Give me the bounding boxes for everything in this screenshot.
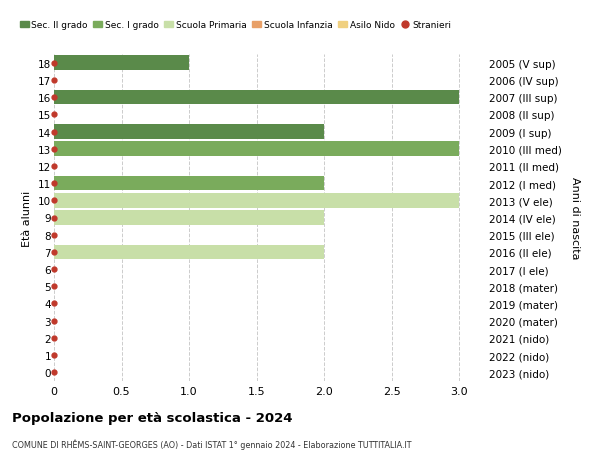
Bar — [54, 245, 324, 260]
Y-axis label: Età alunni: Età alunni — [22, 190, 32, 246]
Y-axis label: Anni di nascita: Anni di nascita — [570, 177, 580, 259]
Bar — [54, 142, 459, 157]
Bar — [54, 194, 459, 208]
Bar — [54, 211, 324, 225]
Bar — [54, 125, 324, 140]
Bar — [54, 91, 459, 105]
Bar — [54, 56, 189, 71]
Legend: Sec. II grado, Sec. I grado, Scuola Primaria, Scuola Infanzia, Asilo Nido, Stran: Sec. II grado, Sec. I grado, Scuola Prim… — [16, 17, 455, 34]
Text: COMUNE DI RHÊMS-SAINT-GEORGES (AO) - Dati ISTAT 1° gennaio 2024 - Elaborazione T: COMUNE DI RHÊMS-SAINT-GEORGES (AO) - Dat… — [12, 438, 412, 449]
Bar — [54, 176, 324, 191]
Text: Popolazione per età scolastica - 2024: Popolazione per età scolastica - 2024 — [12, 411, 293, 424]
